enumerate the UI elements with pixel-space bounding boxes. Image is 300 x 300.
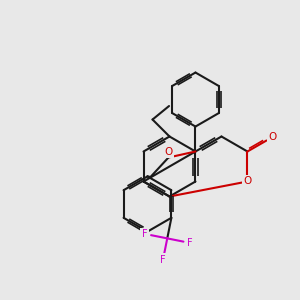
Text: F: F	[160, 255, 166, 265]
Text: F: F	[187, 238, 193, 248]
Text: F: F	[142, 229, 147, 239]
Text: O: O	[268, 132, 277, 142]
Text: O: O	[164, 147, 172, 157]
Text: O: O	[243, 176, 252, 187]
